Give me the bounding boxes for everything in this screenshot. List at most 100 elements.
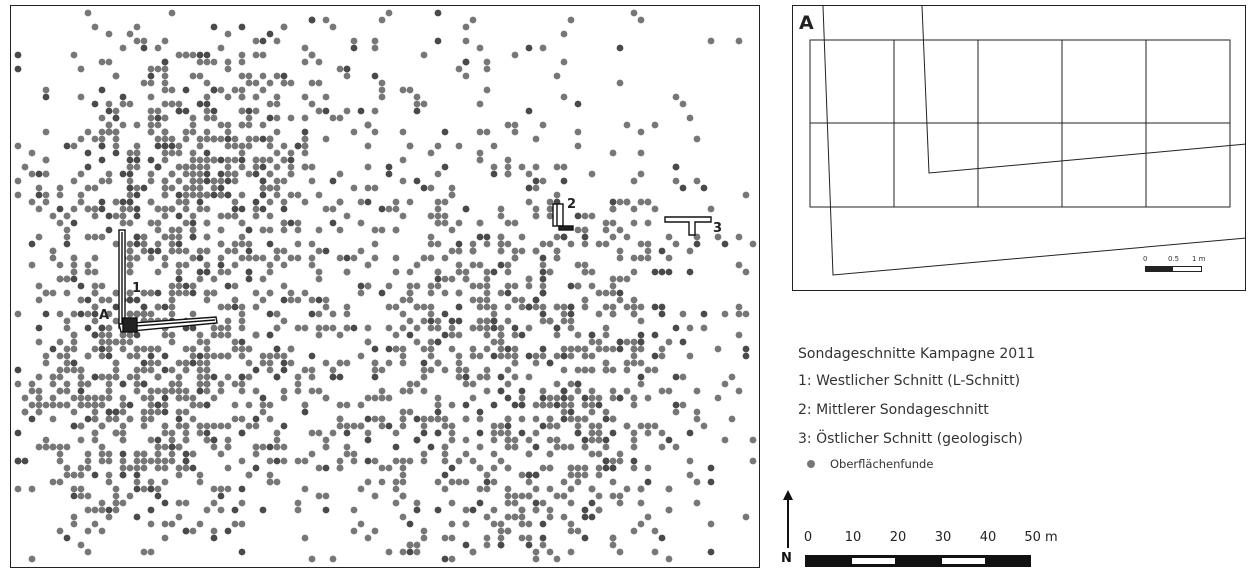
- surface-find-dot: [238, 415, 246, 423]
- surface-find-dot: [35, 205, 43, 213]
- surface-find-dot: [196, 58, 204, 66]
- surface-find-dot: [672, 93, 680, 101]
- surface-find-dot: [70, 492, 78, 500]
- surface-find-dot: [504, 170, 512, 178]
- surface-find-dot: [588, 170, 596, 178]
- surface-find-dot: [329, 366, 337, 374]
- surface-find-dot: [637, 240, 645, 248]
- trench-2-label: 2: [567, 197, 577, 212]
- surface-find-dot: [189, 72, 197, 80]
- surface-find-dot: [203, 296, 211, 304]
- surface-find-dot: [112, 429, 120, 437]
- surface-find-dot: [455, 240, 463, 248]
- surface-find-dot: [280, 177, 288, 185]
- surface-find-dot: [175, 233, 183, 241]
- surface-find-dot: [357, 282, 365, 290]
- surface-find-dot: [343, 254, 351, 262]
- surface-find-dot: [378, 464, 386, 472]
- surface-find-dot: [476, 149, 484, 157]
- surface-find-dot: [448, 464, 456, 472]
- surface-find-dot: [168, 387, 176, 395]
- surface-find-dot: [161, 478, 169, 486]
- surface-find-dot: [133, 380, 141, 388]
- surface-find-dot: [742, 345, 750, 353]
- surface-find-dot: [427, 338, 435, 346]
- surface-find-dot: [210, 436, 218, 444]
- surface-find-dot: [504, 429, 512, 437]
- surface-find-dot: [567, 345, 575, 353]
- surface-find-dot: [112, 485, 120, 493]
- surface-find-dot: [161, 331, 169, 339]
- surface-find-dot: [560, 345, 568, 353]
- surface-find-dot: [84, 9, 92, 17]
- surface-find-dot: [98, 373, 106, 381]
- surface-find-dot: [322, 506, 330, 514]
- surface-find-dot: [448, 345, 456, 353]
- surface-find-dot: [476, 324, 484, 332]
- surface-find-dot: [511, 352, 519, 360]
- surface-find-dot: [651, 527, 659, 535]
- surface-find-dot: [518, 331, 526, 339]
- surface-find-dot: [525, 170, 533, 178]
- surface-find-dot: [84, 464, 92, 472]
- surface-find-dot: [518, 163, 526, 171]
- surface-find-dot: [609, 387, 617, 395]
- surface-find-dot: [308, 79, 316, 87]
- surface-find-dot: [504, 268, 512, 276]
- surface-find-dot: [217, 303, 225, 311]
- surface-find-dot: [588, 408, 596, 416]
- surface-find-dot: [602, 443, 610, 451]
- surface-find-dot: [84, 506, 92, 514]
- surface-find-dot: [315, 296, 323, 304]
- surface-find-dot: [182, 366, 190, 374]
- surface-find-dot: [168, 149, 176, 157]
- surface-find-dot: [329, 177, 337, 185]
- surface-find-dot: [658, 387, 666, 395]
- surface-find-dot: [231, 212, 239, 220]
- surface-find-dot: [105, 387, 113, 395]
- surface-find-dot: [168, 450, 176, 458]
- surface-find-dot: [70, 366, 78, 374]
- surface-find-dot: [308, 366, 316, 374]
- surface-find-dot: [644, 247, 652, 255]
- surface-find-dot: [434, 408, 442, 416]
- surface-find-dot: [595, 394, 603, 402]
- surface-find-dot: [560, 317, 568, 325]
- surface-find-dot: [567, 527, 575, 535]
- surface-find-dot: [98, 506, 106, 514]
- surface-find-dot: [308, 296, 316, 304]
- surface-find-dot: [588, 513, 596, 521]
- surface-find-dot: [84, 457, 92, 465]
- surface-find-dot: [322, 205, 330, 213]
- surface-find-dot: [525, 282, 533, 290]
- surface-find-dot: [154, 345, 162, 353]
- surface-find-dot: [483, 345, 491, 353]
- surface-find-dot: [42, 93, 50, 101]
- surface-find-dot: [63, 387, 71, 395]
- surface-find-dot: [420, 100, 428, 108]
- surface-find-dot: [175, 422, 183, 430]
- surface-find-dot: [441, 415, 449, 423]
- surface-find-dot: [259, 394, 267, 402]
- surface-find-dot: [84, 184, 92, 192]
- surface-find-dot: [98, 114, 106, 122]
- surface-find-dot: [161, 37, 169, 45]
- surface-find-dot: [462, 436, 470, 444]
- surface-find-dot: [413, 100, 421, 108]
- surface-find-dot: [280, 219, 288, 227]
- surface-find-dot: [483, 485, 491, 493]
- surface-find-dot: [154, 240, 162, 248]
- surface-find-dot: [182, 86, 190, 94]
- surface-find-dot: [490, 422, 498, 430]
- surface-find-dot: [301, 58, 309, 66]
- surface-find-dot: [630, 464, 638, 472]
- surface-find-dot: [462, 541, 470, 549]
- surface-find-dot: [98, 450, 106, 458]
- surface-find-dot: [616, 345, 624, 353]
- surface-find-dot: [28, 485, 36, 493]
- surface-find-dot: [133, 142, 141, 150]
- surface-find-dot: [735, 303, 743, 311]
- surface-find-dot: [623, 485, 631, 493]
- surface-find-dot: [497, 331, 505, 339]
- surface-find-dot: [385, 170, 393, 178]
